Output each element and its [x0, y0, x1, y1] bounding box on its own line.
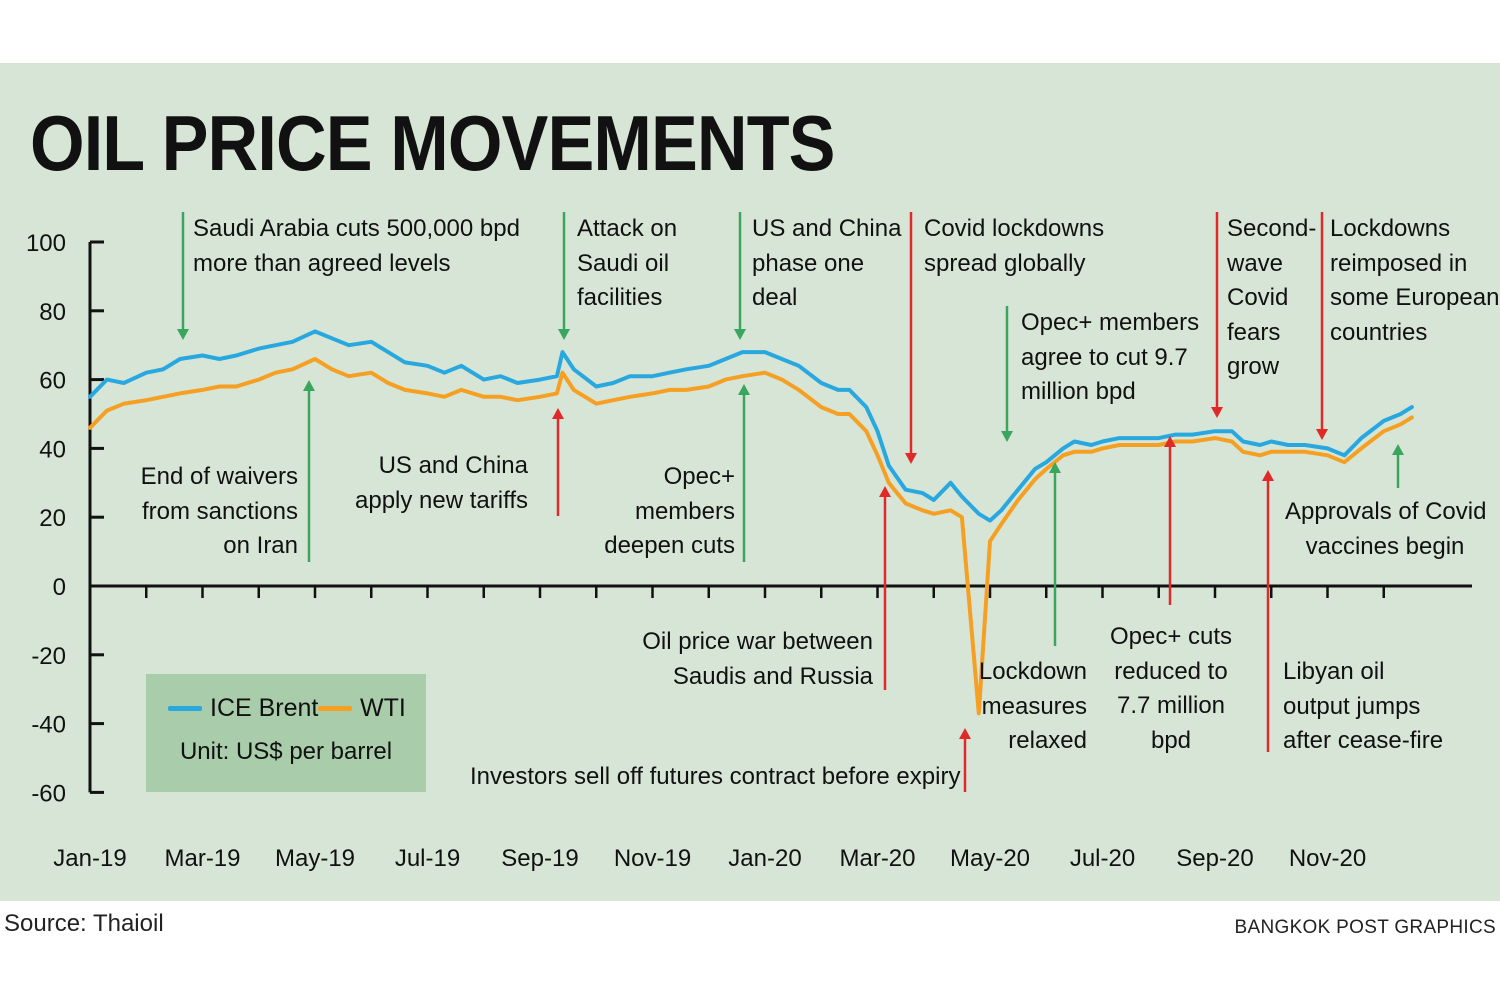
arrow-us-china-deal — [734, 212, 746, 340]
annotation-opec-cut-97: Opec+ members agree to cut 9.7 million bpd — [1021, 309, 1200, 405]
arrow-futures-selloff-head — [959, 728, 971, 739]
axes-group: 100 80 60 40 20 0 -20 -40 -60 Jan-19 Mar-19 May-19 J… — [26, 230, 1472, 872]
arrow-second-wave-head — [1211, 407, 1223, 418]
legend-label-brent: ICE Brent — [210, 694, 319, 722]
annotation-attack-saudi: Attack on Saudi oil facilities — [577, 215, 678, 311]
arrow-covid-lockdowns-head — [905, 453, 917, 464]
source-note: Source: Thaioil — [4, 910, 164, 937]
arrow-price-war-head — [879, 486, 891, 497]
arrow-futures-selloff — [959, 728, 971, 792]
annotation-opec-cuts-reduced: Opec+ cuts reduced to 7.7 million bpd — [1109, 623, 1233, 754]
annotation-price-war: Oil price war between Saudis and Russia — [642, 628, 873, 690]
series-line-ice-brent — [88, 329, 1414, 523]
y-tick-label: 0 — [53, 574, 66, 601]
annotation-libyan-output: Libyan oil output jumps after cease-fire — [1283, 658, 1444, 754]
y-tick-label: 100 — [26, 230, 66, 257]
arrow-attack-saudi-head — [558, 329, 570, 340]
y-tick-label: -20 — [31, 643, 66, 670]
x-tick-label: Nov-19 — [614, 845, 691, 872]
x-tick-label: Nov-20 — [1289, 845, 1366, 872]
arrow-end-waivers-head — [303, 380, 315, 391]
arrow-covid-lockdowns — [905, 212, 917, 464]
arrow-end-waivers — [303, 380, 315, 562]
x-tick-label: Sep-20 — [1176, 845, 1253, 872]
annotation-saudi-cuts: Saudi Arabia cuts 500,000 bpd more than a… — [193, 215, 520, 277]
arrow-libyan-output — [1262, 470, 1274, 752]
y-tick-label: 80 — [39, 299, 66, 326]
annotation-opec-deepen: Opec+ members deepen cuts — [604, 463, 735, 559]
annotation-lockdowns-reimposed: Lockdowns reimposed in some European countr… — [1330, 215, 1500, 346]
annotation-second-wave: Second-wave Covid fears grow — [1227, 215, 1317, 380]
legend-swatch-wti — [318, 706, 352, 711]
x-tick-label: May-20 — [950, 845, 1030, 872]
annotation-covid-lockdowns: Covid lockdowns spread globally — [924, 215, 1105, 277]
arrow-saudi-cuts-head — [177, 329, 189, 340]
legend-swatch-brent — [168, 706, 202, 711]
y-tick-label: 40 — [39, 436, 66, 463]
arrow-opec-cut-97 — [1001, 306, 1013, 442]
arrow-opec-deepen — [738, 384, 750, 562]
arrow-second-wave — [1211, 212, 1223, 418]
arrow-lockdowns-reimposed-head — [1316, 429, 1328, 440]
annotation-futures-selloff: Investors sell off futures contract befo… — [470, 763, 961, 790]
legend-unit: Unit: US$ per barrel — [179, 738, 393, 765]
arrow-price-war — [879, 486, 891, 690]
arrow-us-china-deal-head — [734, 329, 746, 340]
x-tick-label: Jan-20 — [728, 845, 801, 872]
annotation-vaccines: Approvals of Covid vaccines begin — [1285, 498, 1487, 560]
arrow-lockdown-relaxed-head — [1049, 462, 1061, 473]
arrow-vaccines-head — [1392, 444, 1404, 455]
arrow-opec-cuts-reduced-head — [1164, 436, 1176, 447]
arrow-us-china-tariffs-head — [552, 408, 564, 419]
arrow-us-china-tariffs — [552, 408, 564, 516]
arrow-attack-saudi — [558, 212, 570, 340]
x-tick-label: Jul-19 — [395, 845, 460, 872]
x-tick-label: Mar-19 — [164, 845, 240, 872]
x-tick-label: Jan-19 — [53, 845, 126, 872]
legend-item-wti: WTI — [318, 694, 406, 723]
arrow-opec-cuts-reduced — [1164, 436, 1176, 605]
series-line-wti — [88, 357, 1414, 716]
arrow-saudi-cuts — [177, 212, 189, 340]
annotation-arrows — [177, 212, 1404, 792]
y-tick-label: 60 — [39, 368, 66, 395]
y-tick-label: 20 — [39, 505, 66, 532]
graphics-credit: BANGKOK POST GRAPHICS — [1234, 917, 1496, 938]
arrow-lockdowns-reimposed — [1316, 212, 1328, 440]
annotation-us-china-tariffs: US and China apply new tariffs — [355, 452, 528, 514]
arrow-opec-cut-97-head — [1001, 431, 1013, 442]
chart-title: OIL PRICE MOVEMENTS — [30, 99, 835, 187]
annotation-end-waivers: End of waivers from sanctions on Iran — [140, 463, 298, 559]
arrow-lockdown-relaxed — [1049, 462, 1061, 646]
annotation-us-china-deal: US and China phase one deal — [752, 215, 902, 311]
y-tick-label: -60 — [31, 780, 66, 807]
legend-label-wti: WTI — [360, 694, 406, 722]
x-tick-label: Jul-20 — [1070, 845, 1135, 872]
arrow-libyan-output-head — [1262, 470, 1274, 481]
series-group — [88, 329, 1414, 716]
legend-item-brent: ICE Brent — [168, 694, 318, 723]
x-tick-label: Sep-19 — [501, 845, 578, 872]
annotation-lockdown-relaxed: Lockdown measures relaxed — [978, 658, 1087, 754]
legend: ICE Brent WTI Unit: US$ per barrel — [146, 674, 426, 792]
y-tick-label: -40 — [31, 712, 66, 739]
arrow-vaccines — [1392, 444, 1404, 488]
x-tick-label: Mar-20 — [839, 845, 915, 872]
x-tick-label: May-19 — [275, 845, 355, 872]
arrow-opec-deepen-head — [738, 384, 750, 395]
